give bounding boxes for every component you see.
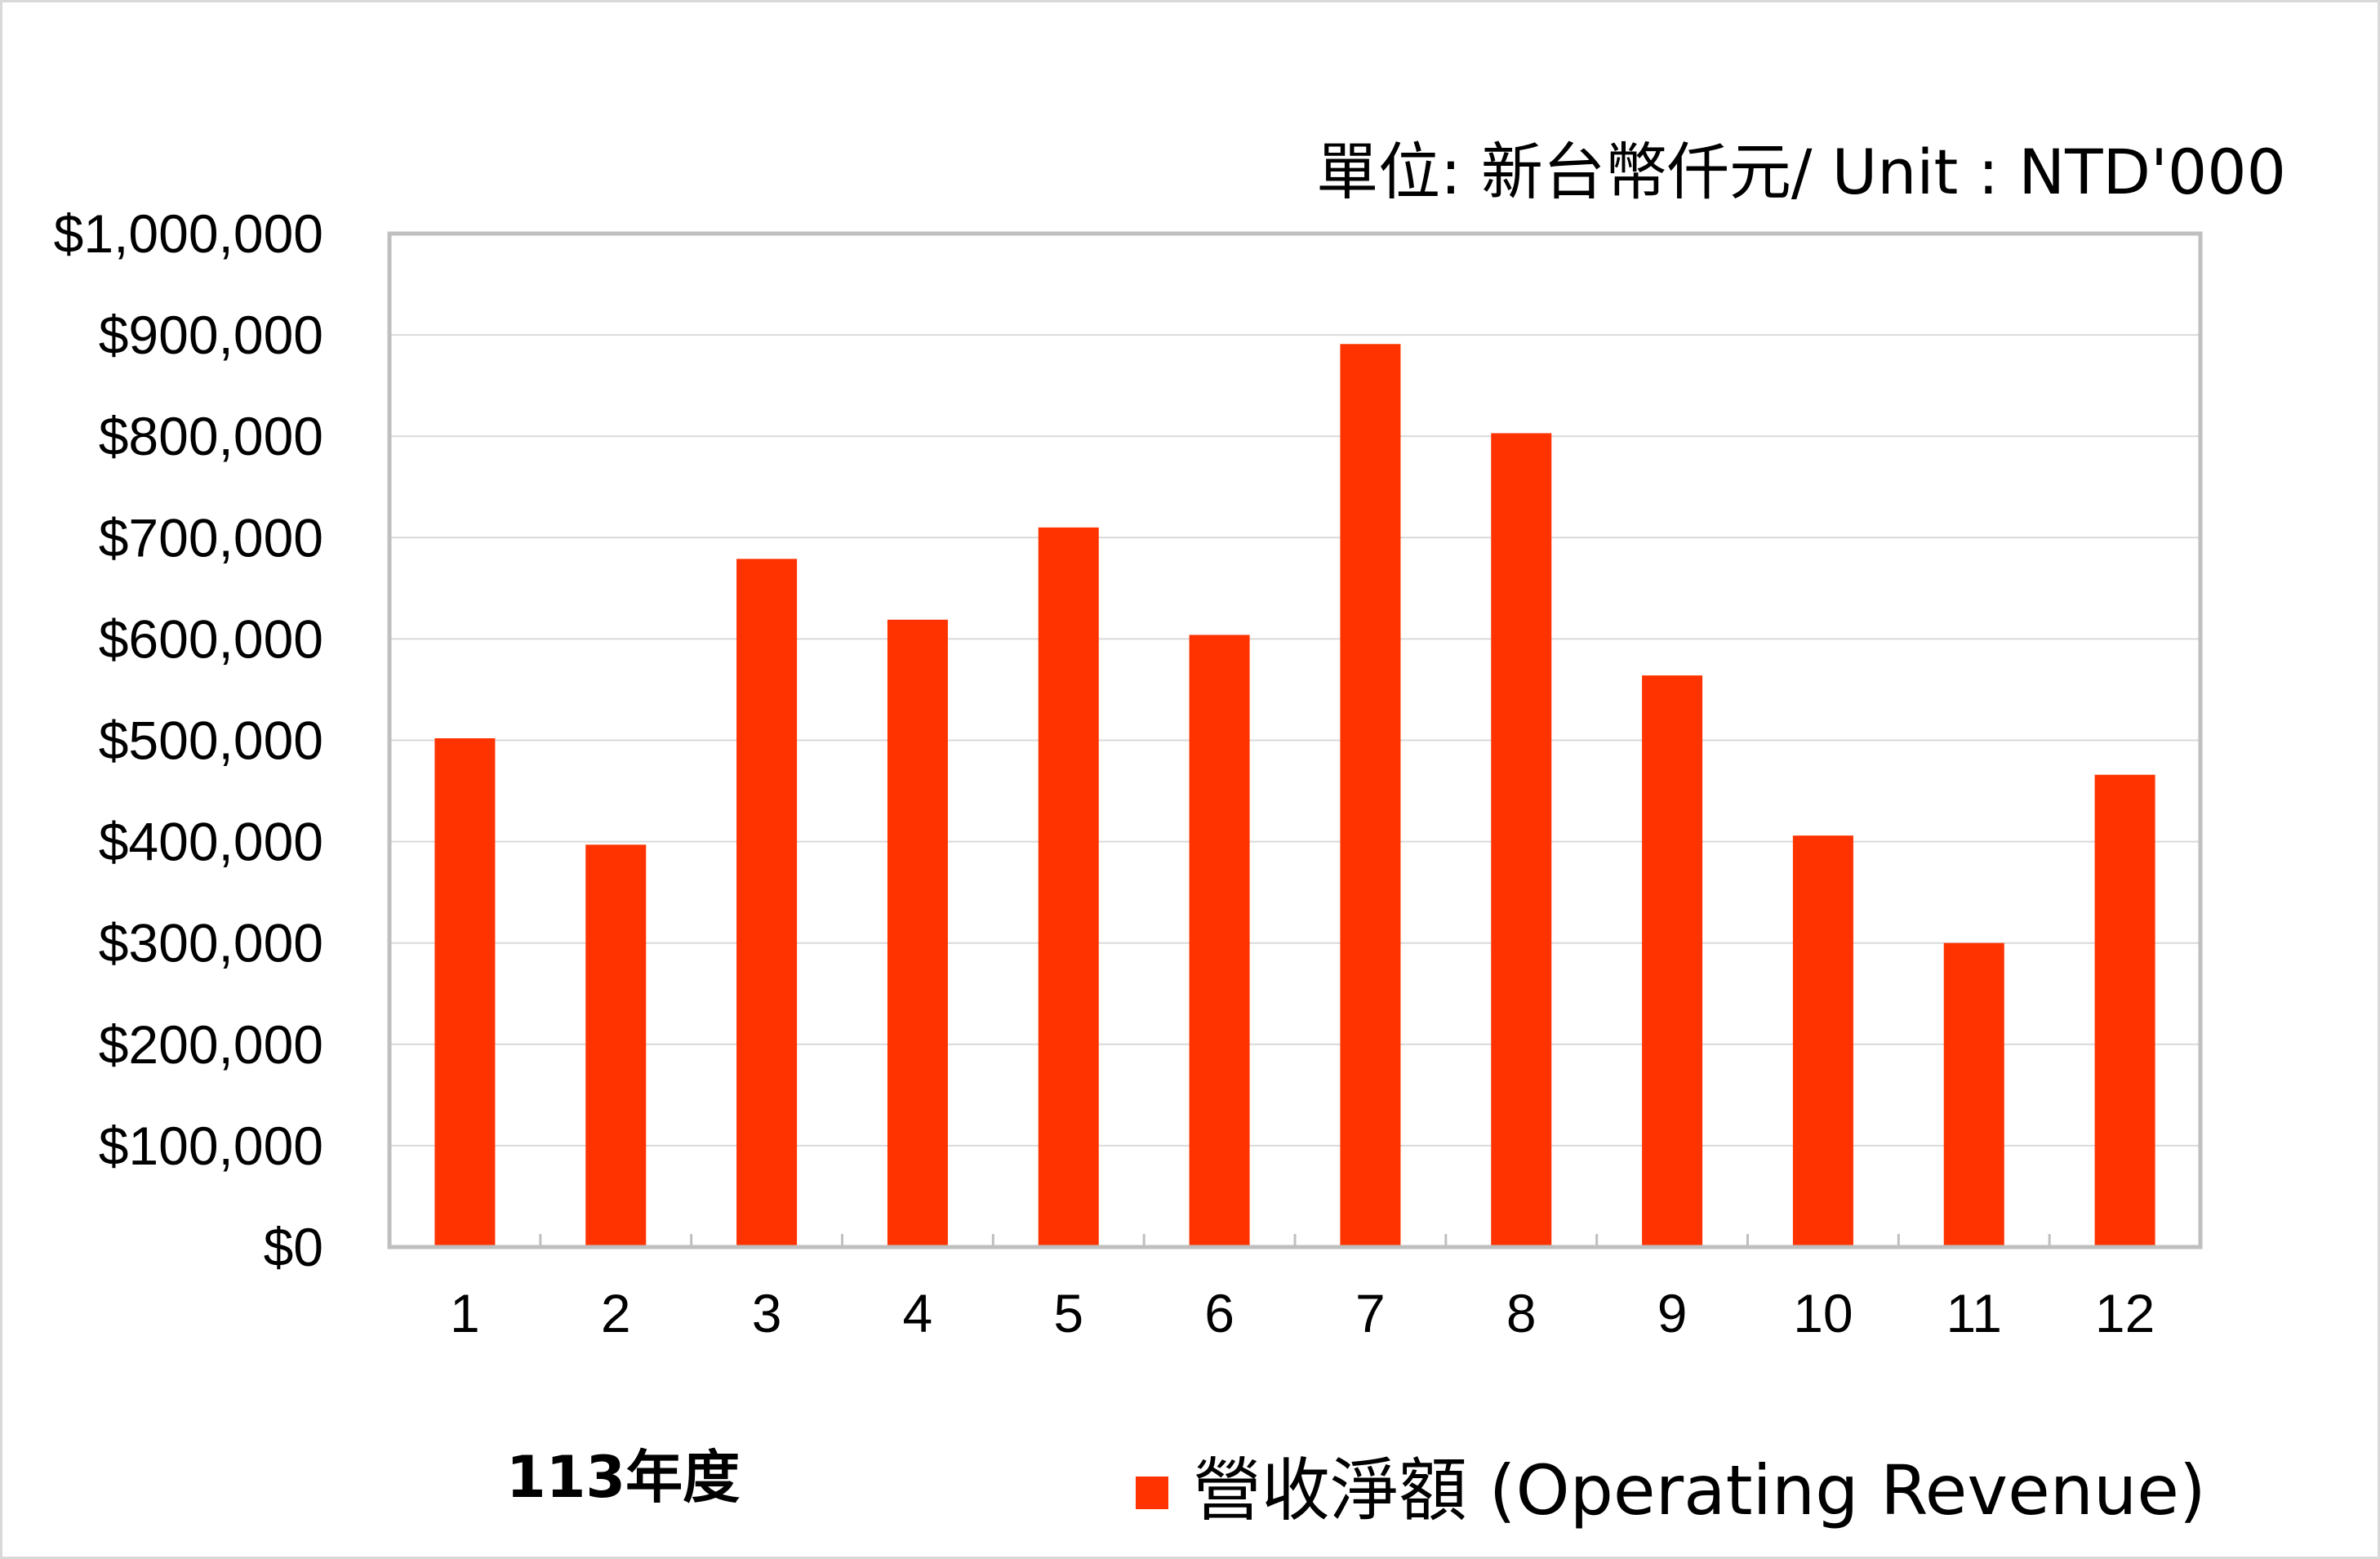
bar-month-9 — [1642, 675, 1703, 1247]
y-tick-label: $900,000 — [99, 305, 323, 365]
x-tick-label: 11 — [1946, 1283, 2002, 1343]
bar-month-6 — [1189, 635, 1250, 1247]
x-tick-label: 9 — [1657, 1283, 1688, 1343]
axes — [387, 231, 2203, 1249]
legend-swatch — [1136, 1477, 1168, 1509]
bar-month-5 — [1038, 527, 1099, 1247]
y-tick-label: $0 — [264, 1217, 323, 1277]
bar-month-3 — [736, 559, 798, 1247]
unit-label: 單位: 新台幣仟元/ Unit : NTD'000 — [1316, 136, 2286, 208]
bar-month-11 — [1943, 942, 2004, 1247]
y-tick-label: $200,000 — [99, 1014, 323, 1075]
gridlines — [389, 334, 2200, 1147]
bar-month-8 — [1491, 433, 1552, 1247]
x-tick-label: 10 — [1793, 1283, 1853, 1343]
legend: 營收淨額 (Operating Revenue) — [1136, 1450, 2206, 1530]
year-label: 113年度 — [506, 1444, 740, 1511]
y-tick-label: $300,000 — [99, 913, 323, 973]
x-tick-label: 5 — [1053, 1283, 1083, 1343]
y-tick-label: $700,000 — [99, 507, 323, 568]
bar-month-4 — [887, 619, 948, 1247]
bar-month-1 — [434, 738, 496, 1247]
x-tick-label: 7 — [1355, 1283, 1386, 1343]
x-tick-label: 6 — [1204, 1283, 1234, 1343]
y-tick-label: $500,000 — [99, 710, 323, 771]
y-tick-label: $800,000 — [99, 406, 323, 466]
y-tick-label: $100,000 — [99, 1116, 323, 1176]
x-tick-label: 1 — [450, 1283, 480, 1343]
y-tick-label: $1,000,000 — [54, 203, 323, 264]
x-tick-label: 12 — [2095, 1283, 2155, 1343]
x-axis-tick-labels: 1 2 3 4 5 6 7 8 9 10 11 12 — [450, 1283, 2155, 1343]
x-tick-label: 2 — [601, 1283, 631, 1343]
x-tick-label: 4 — [903, 1283, 933, 1343]
bar-month-12 — [2094, 774, 2155, 1247]
bar-month-2 — [585, 844, 647, 1247]
bars — [434, 344, 2155, 1247]
bar-month-10 — [1792, 835, 1853, 1247]
y-tick-label: $600,000 — [99, 608, 323, 669]
x-tick-label: 3 — [752, 1283, 782, 1343]
y-tick-label: $400,000 — [99, 812, 323, 872]
x-tick-label: 8 — [1506, 1283, 1537, 1343]
bar-month-7 — [1340, 344, 1401, 1247]
legend-label: 營收淨額 (Operating Revenue) — [1193, 1450, 2206, 1530]
y-axis-tick-labels: $0 $100,000 $200,000 $300,000 $400,000 $500,0… — [54, 203, 323, 1277]
